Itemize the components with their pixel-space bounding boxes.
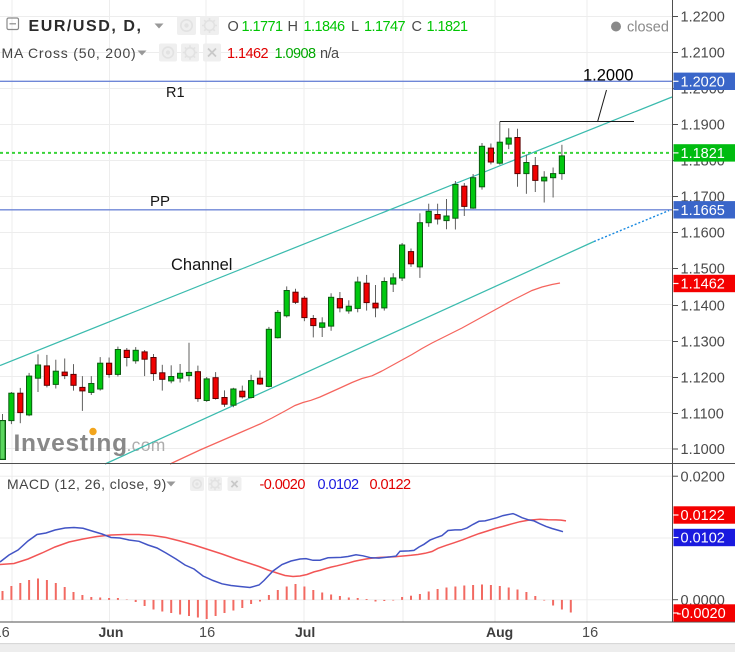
svg-text:1.1821: 1.1821	[681, 146, 725, 162]
svg-text:16: 16	[0, 625, 10, 641]
svg-text:1.1821: 1.1821	[427, 19, 469, 35]
svg-text:H: H	[288, 19, 298, 35]
svg-text:1.1771: 1.1771	[242, 19, 284, 35]
svg-text:16: 16	[582, 625, 598, 641]
svg-text:-0.0020: -0.0020	[260, 477, 306, 493]
svg-text:1.1600: 1.1600	[681, 226, 725, 242]
svg-text:1.1462: 1.1462	[227, 46, 269, 62]
svg-text:1.1200: 1.1200	[681, 371, 725, 387]
svg-text:EUR/USD, D,: EUR/USD, D,	[29, 18, 143, 35]
svg-text:1.2200: 1.2200	[681, 10, 725, 26]
svg-text:1.1300: 1.1300	[681, 335, 725, 351]
svg-text:n/a: n/a	[320, 46, 340, 62]
svg-text:1.1000: 1.1000	[681, 442, 725, 458]
svg-text:L: L	[351, 19, 359, 35]
svg-text:1.2000: 1.2000	[583, 67, 633, 85]
svg-text:closed: closed	[627, 20, 669, 36]
svg-text:O: O	[228, 19, 239, 35]
svg-text:1.1665: 1.1665	[681, 203, 725, 219]
svg-text:1.1462: 1.1462	[681, 277, 725, 293]
svg-text:0.0102: 0.0102	[681, 531, 725, 547]
svg-text:1.2100: 1.2100	[681, 46, 725, 62]
svg-text:1.1846: 1.1846	[304, 19, 346, 35]
svg-text:1.2020: 1.2020	[681, 75, 725, 91]
svg-text:1.1747: 1.1747	[364, 19, 406, 35]
svg-text:Jun: Jun	[99, 624, 124, 640]
svg-text:1.1400: 1.1400	[681, 299, 725, 315]
svg-text:Aug: Aug	[486, 624, 513, 640]
svg-text:1.1500: 1.1500	[681, 262, 725, 278]
svg-text:1.1100: 1.1100	[681, 407, 724, 423]
svg-text:0.0200: 0.0200	[681, 469, 725, 485]
svg-text:PP: PP	[150, 193, 170, 210]
svg-text:MACD (12, 26, close, 9): MACD (12, 26, close, 9)	[7, 476, 167, 492]
svg-text:Investıng: Investıng	[14, 430, 128, 457]
svg-text:C: C	[412, 19, 422, 35]
svg-text:Jul: Jul	[295, 624, 315, 640]
svg-text:16: 16	[199, 625, 215, 641]
svg-text:R1: R1	[166, 85, 185, 101]
svg-text:MA Cross (50, 200): MA Cross (50, 200)	[2, 45, 137, 61]
svg-text:-0.0020: -0.0020	[677, 606, 726, 622]
svg-text:0.0122: 0.0122	[370, 477, 412, 493]
svg-text:1.1900: 1.1900	[681, 118, 725, 134]
svg-text:1.0908: 1.0908	[275, 46, 317, 62]
svg-text:Channel: Channel	[171, 256, 232, 274]
svg-text:0.0122: 0.0122	[681, 508, 725, 524]
svg-text:0.0102: 0.0102	[318, 477, 360, 493]
